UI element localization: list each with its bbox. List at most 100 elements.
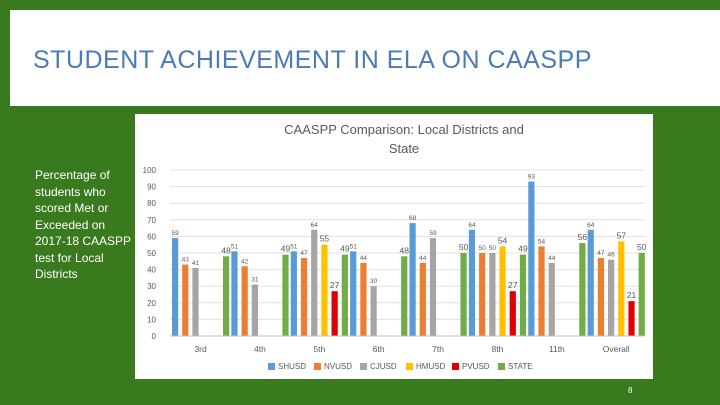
y-tick-label: 80 [147, 199, 156, 208]
bar-state-overall [638, 253, 645, 336]
data-label: 47 [597, 250, 605, 257]
bar-state-7th [460, 253, 467, 336]
data-label: 64 [587, 222, 595, 229]
bar-state-6th [401, 256, 408, 336]
legend-swatch-hmusd [406, 363, 413, 370]
legend-swatch-pvusd [452, 363, 459, 370]
title-band [10, 10, 720, 106]
chart-title-line-2: State [389, 141, 419, 156]
bar-cjusd-11th [548, 262, 555, 336]
y-tick-label: 30 [147, 282, 156, 291]
data-label: 59 [171, 230, 179, 237]
data-label: 50 [459, 242, 469, 252]
legend-label-hmusd: HMUSD [416, 362, 446, 371]
data-label: 42 [241, 258, 249, 265]
data-label: 50 [479, 245, 487, 252]
x-tick-label: 11th [549, 344, 565, 354]
y-tick-label: 50 [147, 249, 156, 258]
legend-label-nvusd: NVUSD [324, 362, 352, 371]
data-label: 47 [300, 250, 308, 257]
legend-swatch-nvusd [314, 363, 321, 370]
x-tick-label: 7th [432, 344, 444, 354]
bar-cjusd-3rd [192, 267, 199, 336]
y-tick-label: 20 [147, 299, 156, 308]
bar-shusd-8th [468, 229, 476, 336]
data-label: 50 [637, 242, 647, 252]
bar-nvusd-7th [419, 262, 426, 336]
data-label: 44 [360, 255, 368, 262]
data-label: 44 [419, 255, 427, 262]
data-label: 51 [290, 243, 298, 250]
bar-shusd-6th [350, 251, 357, 336]
bar-state-11th [579, 243, 586, 336]
data-label: 49 [518, 244, 528, 254]
x-tick-label: 4th [254, 344, 266, 354]
bar-cjusd-overall [608, 259, 615, 336]
legend-swatch-shusd [268, 363, 275, 370]
data-label: 49 [281, 244, 291, 254]
bar-nvusd-4th [241, 266, 248, 336]
data-label: 64 [311, 222, 319, 229]
data-label: 51 [350, 243, 358, 250]
x-tick-label: 5th [313, 344, 325, 354]
data-label: 31 [251, 277, 259, 284]
legend-label-pvusd: PVUSD [462, 362, 490, 371]
slide-title: STUDENT ACHIEVEMENT IN ELA ON CAASPP [33, 46, 592, 74]
bar-hmusd-overall [618, 241, 625, 336]
data-label: 46 [608, 252, 616, 259]
bar-nvusd-3rd [182, 264, 189, 336]
data-label: 59 [429, 230, 437, 237]
bar-nvusd-overall [597, 257, 605, 336]
bar-shusd-7th [409, 223, 416, 336]
bar-cjusd-7th [429, 238, 437, 336]
y-tick-label: 40 [147, 266, 156, 275]
bar-pvusd-overall [628, 301, 635, 336]
legend-label-cjusd: CJUSD [370, 362, 397, 371]
x-tick-label: Overall [603, 344, 630, 354]
bar-chart: CAASPP Comparison: Local Districts and S… [143, 122, 647, 371]
data-label: 57 [617, 230, 627, 240]
bar-nvusd-5th [300, 257, 308, 336]
data-label: 56 [578, 232, 588, 242]
x-tick-label: 3rd [194, 344, 207, 354]
bar-nvusd-6th [360, 262, 367, 336]
data-label: 50 [489, 245, 497, 252]
bar-state-4th [282, 254, 289, 336]
data-label: 93 [528, 174, 536, 181]
data-label: 27 [330, 280, 340, 290]
bar-hmusd-8th [499, 246, 506, 336]
bar-nvusd-11th [538, 246, 545, 336]
data-label: 43 [182, 257, 190, 264]
bar-nvusd-8th [479, 253, 486, 336]
x-tick-label: 8th [492, 344, 504, 354]
bar-shusd-3rd [172, 238, 179, 336]
page-number: 8 [628, 386, 633, 395]
data-label: 55 [320, 234, 330, 244]
bar-state-5th [341, 254, 348, 336]
data-label: 41 [192, 260, 200, 267]
y-tick-label: 90 [147, 183, 156, 192]
y-tick-label: 60 [147, 232, 156, 241]
bar-state-8th [519, 254, 527, 336]
side-description: Percentage of students who scored Met or… [35, 168, 131, 281]
y-tick-label: 70 [147, 216, 156, 225]
x-tick-label: 6th [373, 344, 385, 354]
data-label: 21 [627, 290, 637, 300]
bar-pvusd-5th [331, 291, 338, 336]
data-label: 49 [340, 244, 350, 254]
data-label: 64 [468, 222, 476, 229]
y-tick-label: 100 [143, 166, 157, 175]
legend-label-shusd: SHUSD [278, 362, 306, 371]
data-label: 54 [498, 235, 508, 245]
chart-panel: CAASPP Comparison: Local Districts and S… [135, 114, 653, 379]
bar-pvusd-8th [509, 291, 516, 336]
bar-shusd-4th [231, 251, 238, 336]
data-label: 30 [370, 278, 378, 285]
bar-shusd-5th [290, 251, 297, 336]
data-label: 48 [221, 245, 231, 255]
data-label: 68 [409, 215, 417, 222]
bar-state-3rd [223, 256, 230, 336]
chart-title-line-1: CAASPP Comparison: Local Districts and [284, 122, 524, 137]
bar-shusd-11th [528, 181, 535, 336]
legend-swatch-cjusd [360, 363, 367, 370]
